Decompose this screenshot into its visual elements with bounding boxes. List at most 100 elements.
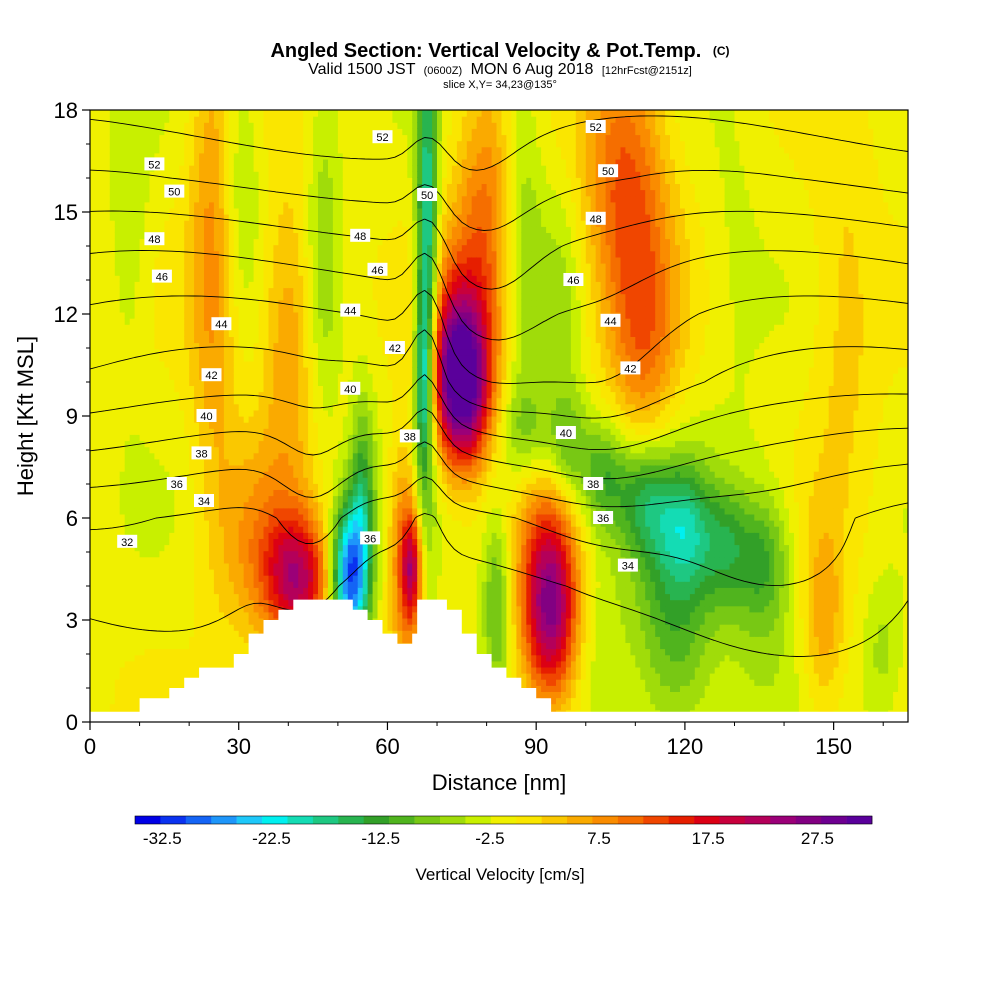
velocity-cell: [263, 373, 270, 380]
velocity-cell: [194, 281, 200, 289]
velocity-cell: [223, 128, 230, 136]
velocity-cell: [318, 214, 324, 221]
velocity-cell: [238, 630, 245, 637]
velocity-cell: [99, 642, 106, 650]
velocity-cell: [228, 146, 235, 154]
velocity-cell: [99, 293, 106, 301]
velocity-cell: [189, 269, 195, 276]
velocity-cell: [223, 299, 230, 307]
velocity-cell: [184, 397, 190, 405]
velocity-cell: [149, 501, 156, 509]
velocity-cell: [104, 501, 111, 509]
velocity-cell: [204, 532, 210, 539]
velocity-cell: [238, 422, 245, 429]
velocity-cell: [258, 140, 265, 148]
velocity-cell: [238, 250, 245, 258]
velocity-cell: [184, 379, 190, 386]
velocity-cell: [233, 214, 240, 221]
velocity-cell: [303, 110, 309, 117]
velocity-cell: [323, 507, 329, 515]
velocity-cell: [114, 648, 121, 656]
subtitle-date: MON 6 Aug 2018: [471, 61, 594, 78]
velocity-cell: [213, 275, 220, 282]
velocity-cell: [213, 134, 220, 142]
velocity-cell: [204, 593, 210, 601]
velocity-cell: [90, 281, 96, 289]
velocity-cell: [114, 226, 121, 233]
velocity-cell: [119, 342, 126, 350]
velocity-cell: [99, 159, 106, 166]
velocity-cell: [318, 495, 324, 503]
velocity-cell: [90, 440, 96, 448]
velocity-cell: [199, 605, 205, 613]
velocity-cell: [318, 556, 324, 564]
velocity-cell: [95, 256, 101, 264]
velocity-cell: [298, 489, 304, 497]
velocity-cell: [184, 465, 190, 472]
velocity-cell: [218, 477, 225, 484]
velocity-cell: [124, 177, 131, 184]
velocity-cell: [179, 562, 185, 570]
velocity-cell: [313, 538, 319, 546]
velocity-cell: [213, 354, 220, 362]
velocity-cell: [95, 122, 101, 129]
velocity-cell: [268, 214, 275, 221]
velocity-cell: [164, 177, 170, 184]
velocity-cell: [318, 244, 324, 252]
velocity-cell: [248, 458, 255, 466]
velocity-cell: [243, 422, 250, 429]
velocity-cell: [293, 360, 299, 368]
velocity-cell: [283, 416, 289, 423]
velocity-cell: [194, 134, 200, 142]
velocity-cell: [313, 575, 319, 582]
velocity-cell: [114, 587, 121, 595]
velocity-cell: [119, 299, 126, 307]
velocity-cell: [223, 397, 230, 405]
velocity-cell: [149, 110, 156, 117]
velocity-cell: [258, 391, 265, 399]
velocity-cell: [228, 434, 235, 442]
velocity-cell: [95, 226, 101, 233]
velocity-cell: [149, 636, 156, 643]
velocity-cell: [233, 238, 240, 246]
velocity-cell: [199, 348, 205, 356]
velocity-cell: [169, 416, 175, 423]
velocity-cell: [139, 348, 146, 356]
velocity-cell: [328, 312, 334, 319]
velocity-cell: [159, 146, 165, 154]
velocity-cell: [194, 428, 200, 435]
velocity-cell: [273, 354, 279, 362]
velocity-cell: [293, 287, 299, 295]
velocity-cell: [328, 483, 334, 490]
velocity-cell: [268, 465, 275, 472]
velocity-cell: [90, 446, 96, 454]
velocity-cell: [129, 403, 136, 411]
velocity-cell: [104, 550, 111, 558]
velocity-cell: [139, 299, 146, 307]
velocity-cell: [159, 152, 165, 160]
velocity-cell: [218, 501, 225, 509]
velocity-cell: [164, 293, 170, 301]
velocity-cell: [179, 379, 185, 386]
velocity-cell: [209, 605, 215, 613]
velocity-cell: [90, 538, 96, 546]
velocity-cell: [223, 146, 230, 154]
velocity-cell: [253, 312, 260, 319]
velocity-cell: [159, 140, 165, 148]
velocity-cell: [323, 379, 329, 386]
velocity-cell: [119, 452, 126, 460]
velocity-cell: [323, 397, 329, 405]
velocity-cell: [204, 256, 210, 264]
velocity-cell: [179, 250, 185, 258]
velocity-cell: [164, 679, 170, 686]
velocity-cell: [129, 630, 136, 637]
velocity-cell: [90, 391, 96, 399]
velocity-cell: [288, 550, 294, 558]
velocity-cell: [144, 312, 151, 319]
velocity-cell: [308, 342, 314, 350]
velocity-cell: [179, 256, 185, 264]
velocity-cell: [253, 483, 260, 490]
velocity-cell: [253, 244, 260, 252]
velocity-cell: [184, 624, 190, 631]
velocity-cell: [243, 483, 250, 490]
